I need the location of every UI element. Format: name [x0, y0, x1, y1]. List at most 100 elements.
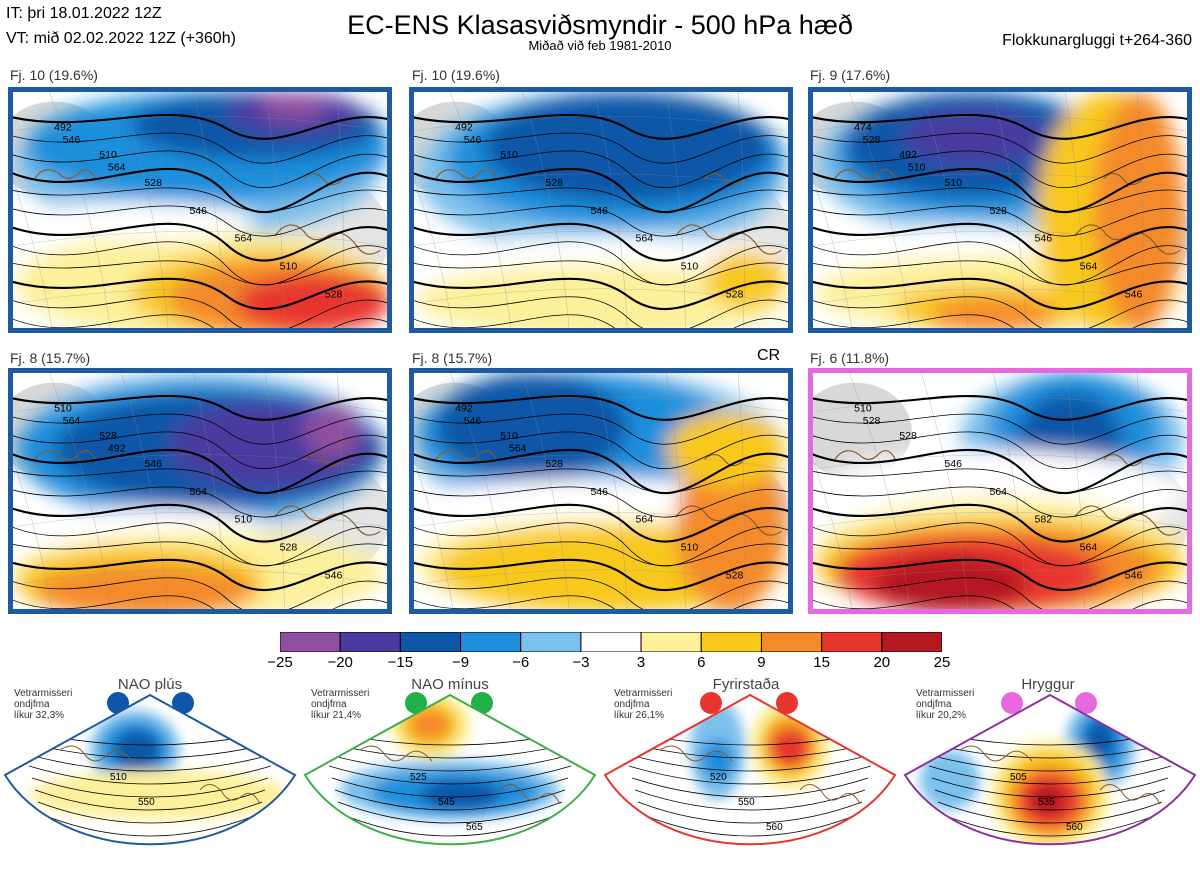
regime-dot-nao-plus-2	[172, 692, 194, 714]
regime-note-nao-plus: Vetrarmisseri ondjfma líkur 32,3%	[14, 688, 73, 721]
regime-dot-ridge-2	[1075, 692, 1097, 714]
colorbar-segment	[821, 631, 883, 653]
contour-label: 528	[545, 458, 563, 470]
anomaly-shading	[1085, 720, 1115, 760]
contour-label: 546	[590, 205, 608, 217]
regime-dot-blocking-1	[700, 692, 722, 714]
regime-contour-label: 550	[738, 797, 755, 808]
cr-label: CR	[757, 347, 781, 364]
contour-label: 528	[726, 288, 744, 300]
colorbar-tick-label: 20	[873, 654, 891, 671]
cluster-label-4: Fj. 8 (15.7%)	[10, 350, 91, 366]
cluster-label-1: Fj. 10 (19.6%)	[10, 67, 98, 83]
regime-outline	[903, 693, 1197, 846]
contour-label: 564	[189, 486, 207, 498]
contour-label: 528	[863, 415, 881, 427]
regime-contour-label: 560	[766, 822, 783, 833]
regime-contour-label: 565	[466, 822, 483, 833]
contour-label: 546	[63, 134, 81, 146]
colorbar-segment	[399, 631, 462, 653]
colorbar	[279, 631, 943, 653]
init-time: IT: þri 18.01.2022 12Z	[6, 5, 162, 22]
contour-label: 528	[99, 430, 117, 442]
colorbar-tick-label: −20	[327, 654, 353, 671]
regime-contour-label: 550	[138, 797, 155, 808]
regime-contour-label: 545	[438, 797, 455, 808]
contour-label: 474	[854, 121, 872, 133]
contour-label: 510	[854, 402, 872, 414]
contour-label: 492	[54, 121, 72, 133]
anomaly-shading	[115, 730, 160, 770]
anomaly-shading	[1030, 785, 1065, 815]
cluster-map-3: 474 492 510 528 546 564 546 528 510	[808, 87, 1192, 333]
contour-label: 546	[464, 415, 482, 427]
contour-label: 546	[590, 486, 608, 498]
regime-outline	[303, 693, 597, 846]
contour-label: 582	[1035, 514, 1053, 526]
colorbar-tick-label: 15	[813, 654, 830, 671]
cluster-label-2: Fj. 10 (19.6%)	[412, 67, 500, 83]
contour-label: 546	[944, 458, 962, 470]
regime-note-ridge: Vetrarmisseri ondjfma líkur 20,2%	[916, 688, 975, 721]
anomaly-shading	[930, 298, 1056, 328]
regime-dot-ridge-1	[1001, 692, 1023, 714]
contour-label: 528	[899, 430, 917, 442]
colorbar-segment	[700, 631, 762, 653]
regime-contour-label: 505	[1010, 772, 1027, 783]
regime-map-nao-plus: 510 550	[0, 690, 300, 870]
contour-label: 546	[189, 205, 207, 217]
anomaly-shading	[920, 750, 980, 810]
page-subtitle: Miðað við feb 1981-2010	[528, 38, 672, 53]
contour-label: 564	[1080, 260, 1098, 272]
regime-contour-label: 510	[110, 772, 127, 783]
contour-label: 528	[863, 134, 881, 146]
regime-name-nao-minus: NAO mínus	[411, 676, 489, 693]
colorbar-segment	[339, 631, 401, 653]
anomaly-shading	[416, 235, 786, 275]
colorbar-tick-label: −6	[512, 654, 530, 671]
colorbar-tick-label: −15	[387, 654, 414, 671]
contour-label: 564	[636, 233, 654, 245]
cluster-map-2: 492 510 528 546 564 510 528 546	[409, 87, 793, 333]
contour-label: 564	[108, 162, 126, 174]
anomaly-shading	[902, 111, 1047, 164]
anomaly-shading	[815, 226, 1066, 265]
regime-name-blocking: Fyrirstaða	[712, 676, 780, 693]
contour-label: 528	[325, 288, 343, 300]
contour-label: 564	[1080, 541, 1098, 553]
contour-label: 510	[908, 162, 926, 174]
contour-label: 528	[144, 177, 162, 189]
colorbar-segment	[580, 631, 642, 653]
cluster-label-6: Fj. 6 (11.8%)	[810, 350, 890, 366]
regime-dot-nao-minus-1	[405, 692, 427, 714]
cluster-map-5: 492 510 528 546 564 510 528 546 564	[409, 368, 793, 614]
anomaly-shading	[410, 710, 450, 740]
anomaly-shading	[704, 250, 786, 308]
contour-label: 528	[280, 541, 298, 553]
anomaly-shading	[873, 555, 1027, 609]
colorbar-segment	[640, 631, 702, 653]
anomaly-shading	[435, 373, 628, 479]
contour-label: 510	[280, 260, 298, 272]
anomaly-shading	[483, 92, 772, 203]
regime-contour-label: 535	[1038, 797, 1055, 808]
colorbar-segment	[460, 631, 522, 653]
colorbar-tick-label: 3	[636, 654, 646, 671]
colorbar-tick-label: −25	[267, 654, 293, 671]
classification-window: Flokkunargluggi t+264-360	[1002, 32, 1192, 49]
regime-note-blocking: Vetrarmisseri ondjfma líkur 26,1%	[614, 688, 673, 721]
cluster-map-1: 492 510 528 546 564 510 528 546 564	[8, 87, 392, 333]
colorbar-segment	[760, 631, 823, 653]
colorbar-segment	[881, 631, 943, 653]
contour-label: 564	[989, 486, 1007, 498]
contour-label: 546	[464, 134, 482, 146]
anomaly-shading	[1094, 92, 1185, 328]
contour-label: 510	[944, 177, 962, 189]
anomaly-shading	[666, 411, 786, 489]
valid-time: VT: mið 02.02.2022 12Z (+360h)	[6, 30, 236, 47]
contour-label: 492	[108, 443, 126, 455]
contour-label: 546	[1035, 233, 1053, 245]
colorbar-tick-label: 9	[757, 654, 766, 671]
contour-label: 510	[681, 260, 699, 272]
contour-label: 492	[455, 402, 473, 414]
